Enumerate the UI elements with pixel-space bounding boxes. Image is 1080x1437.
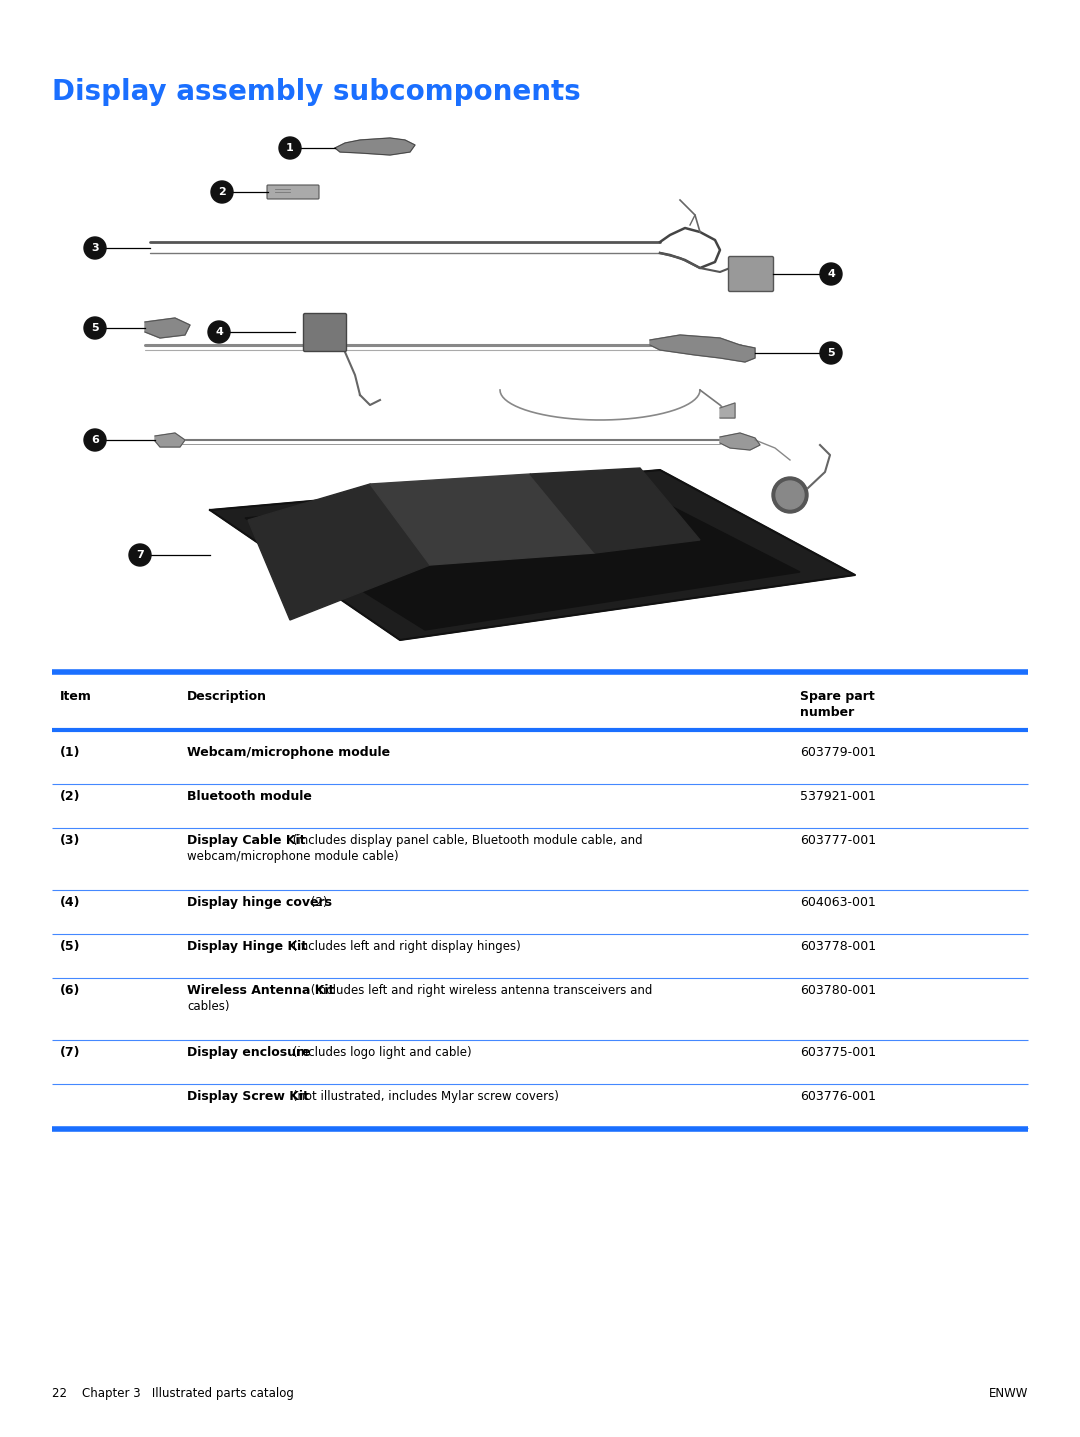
FancyBboxPatch shape [729, 256, 773, 292]
Circle shape [84, 430, 106, 451]
Text: Display assembly subcomponents: Display assembly subcomponents [52, 78, 581, 106]
FancyBboxPatch shape [267, 185, 319, 198]
Circle shape [772, 477, 808, 513]
Text: (includes left and right wireless antenna transceivers and: (includes left and right wireless antenn… [307, 984, 652, 997]
Text: Item: Item [60, 690, 92, 703]
Text: 603775-001: 603775-001 [800, 1046, 876, 1059]
Text: 537921-001: 537921-001 [800, 790, 876, 803]
Circle shape [208, 320, 230, 343]
Text: 1: 1 [286, 144, 294, 152]
Circle shape [279, 137, 301, 160]
Text: (2): (2) [60, 790, 81, 803]
Text: (4): (4) [60, 897, 81, 910]
Polygon shape [156, 433, 185, 447]
Circle shape [84, 318, 106, 339]
Polygon shape [720, 433, 760, 450]
FancyBboxPatch shape [303, 313, 347, 352]
Polygon shape [248, 484, 430, 619]
Circle shape [84, 237, 106, 259]
Polygon shape [370, 474, 595, 565]
Text: Display hinge covers: Display hinge covers [187, 897, 332, 910]
Text: 5: 5 [827, 348, 835, 358]
Text: 6: 6 [91, 435, 99, 445]
Polygon shape [335, 138, 415, 155]
Text: Display enclosure: Display enclosure [187, 1046, 311, 1059]
Text: 2: 2 [218, 187, 226, 197]
Text: Display Cable Kit: Display Cable Kit [187, 833, 306, 846]
Polygon shape [245, 480, 800, 629]
Text: 3: 3 [91, 243, 98, 253]
Text: number: number [800, 706, 854, 718]
Text: 603780-001: 603780-001 [800, 984, 876, 997]
Polygon shape [650, 335, 755, 362]
Text: Webcam/microphone module: Webcam/microphone module [187, 746, 390, 759]
Text: Bluetooth module: Bluetooth module [187, 790, 312, 803]
Text: 603776-001: 603776-001 [800, 1091, 876, 1104]
Polygon shape [530, 468, 700, 553]
Text: Spare part: Spare part [800, 690, 875, 703]
Text: webcam/microphone module cable): webcam/microphone module cable) [187, 851, 399, 864]
Text: (7): (7) [60, 1046, 81, 1059]
Text: Description: Description [187, 690, 267, 703]
Text: 22    Chapter 3   Illustrated parts catalog: 22 Chapter 3 Illustrated parts catalog [52, 1387, 294, 1400]
Polygon shape [210, 470, 855, 639]
Text: ENWW: ENWW [988, 1387, 1028, 1400]
Text: (includes display panel cable, Bluetooth module cable, and: (includes display panel cable, Bluetooth… [289, 833, 643, 846]
Polygon shape [145, 318, 190, 338]
Circle shape [211, 181, 233, 203]
Text: Wireless Antenna Kit: Wireless Antenna Kit [187, 984, 335, 997]
Text: (includes logo light and cable): (includes logo light and cable) [289, 1046, 472, 1059]
Text: Display Hinge Kit: Display Hinge Kit [187, 940, 307, 953]
Circle shape [820, 263, 842, 285]
Text: (6): (6) [60, 984, 80, 997]
Text: (not illustrated, includes Mylar screw covers): (not illustrated, includes Mylar screw c… [289, 1091, 558, 1104]
Circle shape [777, 481, 804, 509]
Circle shape [820, 342, 842, 364]
Text: 603778-001: 603778-001 [800, 940, 876, 953]
Polygon shape [720, 402, 735, 418]
Text: (3): (3) [60, 833, 80, 846]
Text: 603779-001: 603779-001 [800, 746, 876, 759]
Text: (1): (1) [60, 746, 81, 759]
Text: 604063-001: 604063-001 [800, 897, 876, 910]
Text: (2): (2) [307, 897, 327, 910]
Text: cables): cables) [187, 1000, 229, 1013]
Text: 603777-001: 603777-001 [800, 833, 876, 846]
Circle shape [129, 545, 151, 566]
Text: 4: 4 [827, 269, 835, 279]
Text: 5: 5 [91, 323, 98, 333]
Text: 4: 4 [215, 328, 222, 338]
Text: Display Screw Kit: Display Screw Kit [187, 1091, 309, 1104]
Text: (includes left and right display hinges): (includes left and right display hinges) [289, 940, 521, 953]
Text: 7: 7 [136, 550, 144, 560]
Text: (5): (5) [60, 940, 81, 953]
